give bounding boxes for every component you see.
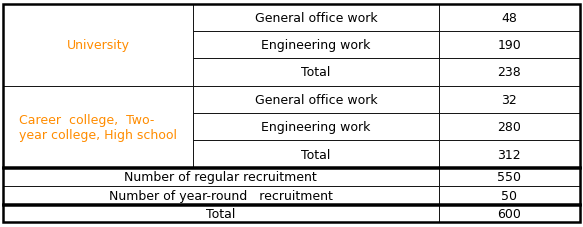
Bar bbox=[3, 86, 194, 168]
Text: 48: 48 bbox=[501, 12, 517, 25]
Text: Total: Total bbox=[206, 207, 236, 220]
Text: 312: 312 bbox=[497, 148, 521, 161]
Text: Total: Total bbox=[301, 148, 331, 161]
Bar bbox=[438, 59, 580, 86]
Text: Engineering work: Engineering work bbox=[261, 121, 371, 134]
Bar bbox=[438, 86, 580, 114]
Text: Total: Total bbox=[301, 66, 331, 79]
Bar bbox=[194, 86, 438, 114]
Bar bbox=[194, 5, 438, 32]
Text: 50: 50 bbox=[501, 189, 517, 202]
Bar bbox=[438, 5, 580, 32]
Bar bbox=[194, 141, 438, 168]
Text: General office work: General office work bbox=[255, 93, 377, 106]
Bar bbox=[438, 141, 580, 168]
Text: 32: 32 bbox=[501, 93, 517, 106]
Bar bbox=[3, 168, 438, 186]
Bar bbox=[438, 32, 580, 59]
Text: Number of regular recruitment: Number of regular recruitment bbox=[124, 170, 317, 184]
Text: Number of year-round   recruitment: Number of year-round recruitment bbox=[109, 189, 333, 202]
Text: 190: 190 bbox=[497, 39, 521, 52]
Bar bbox=[3, 5, 194, 86]
Text: 600: 600 bbox=[497, 207, 521, 220]
Text: 238: 238 bbox=[497, 66, 521, 79]
Bar bbox=[438, 168, 580, 186]
Text: Career  college,  Two-
year college, High school: Career college, Two- year college, High … bbox=[19, 113, 177, 141]
Bar bbox=[3, 204, 438, 222]
Bar bbox=[3, 186, 438, 204]
Text: University: University bbox=[66, 39, 129, 52]
Bar bbox=[438, 204, 580, 222]
Bar bbox=[438, 114, 580, 141]
Bar bbox=[194, 59, 438, 86]
Bar bbox=[438, 186, 580, 204]
Bar bbox=[194, 114, 438, 141]
Bar bbox=[194, 32, 438, 59]
Text: Engineering work: Engineering work bbox=[261, 39, 371, 52]
Text: 280: 280 bbox=[497, 121, 521, 134]
Text: 550: 550 bbox=[497, 170, 521, 184]
Text: General office work: General office work bbox=[255, 12, 377, 25]
